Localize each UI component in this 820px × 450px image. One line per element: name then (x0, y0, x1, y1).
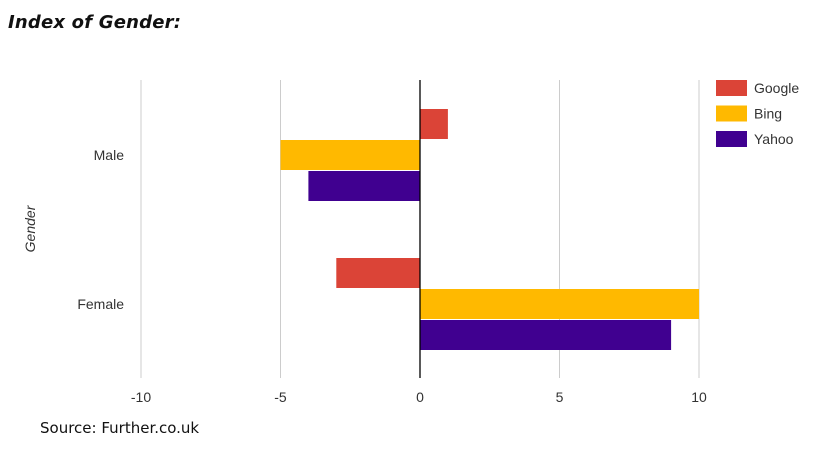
bar-google-female (336, 258, 420, 288)
x-tick-label: 10 (691, 389, 707, 405)
source-note: Source: Further.co.uk (40, 419, 200, 437)
x-tick-label: -10 (131, 389, 151, 405)
x-tick-label: 5 (556, 389, 564, 405)
bar-yahoo-male (308, 171, 420, 201)
chart-title: Index of Gender: (8, 12, 182, 33)
y-axis-title: Gender (22, 204, 38, 252)
legend-label-bing: Bing (754, 106, 782, 122)
legend-swatch-google (716, 80, 747, 96)
x-tick-label: 0 (416, 389, 424, 405)
x-tick-label: -5 (274, 389, 287, 405)
bar-bing-male (280, 140, 420, 170)
bar-yahoo-female (420, 320, 672, 350)
category-label: Female (77, 296, 124, 312)
bar-google-male (420, 109, 448, 139)
bar-bing-female (420, 289, 699, 319)
legend-label-yahoo: Yahoo (754, 131, 794, 147)
legend-swatch-bing (716, 105, 747, 122)
legend-label-google: Google (754, 80, 799, 96)
category-label: Male (94, 147, 125, 163)
legend-swatch-yahoo (716, 131, 747, 147)
